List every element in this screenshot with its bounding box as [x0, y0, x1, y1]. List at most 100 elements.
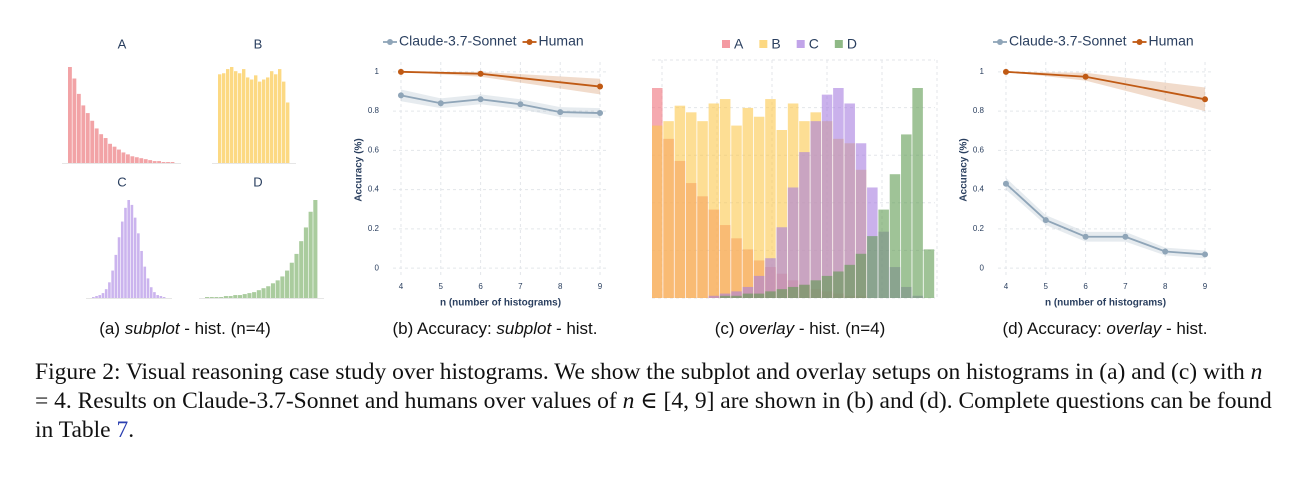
point: [597, 83, 604, 90]
histogram-bar: [99, 134, 104, 163]
histogram-bar: [156, 295, 159, 298]
point: [1122, 233, 1129, 240]
histogram-bar: [708, 295, 720, 298]
histogram-bar: [133, 217, 137, 298]
point: [1002, 68, 1009, 75]
histogram-bar: [114, 254, 118, 298]
histogram-bar: [787, 286, 799, 298]
histogram-bar: [252, 292, 257, 298]
histogram-bar: [130, 156, 135, 163]
histogram-bar: [143, 159, 148, 163]
legend-marker: [997, 39, 1003, 45]
histogram-bar: [94, 128, 99, 163]
histogram-bar: [266, 286, 271, 298]
point: [437, 100, 444, 107]
y-tick-label: 0.4: [368, 185, 380, 194]
y-tick-label: 0: [980, 263, 985, 272]
caption-part: n: [622, 388, 635, 414]
histogram-bar: [205, 297, 210, 298]
histogram-bar: [159, 296, 163, 298]
point: [1082, 233, 1089, 240]
histogram-bar: [270, 283, 276, 298]
histogram-bar: [765, 99, 776, 298]
y-tick-label: 1: [375, 67, 380, 76]
histogram-bar: [137, 233, 140, 298]
x-tick-label: 5: [1044, 282, 1049, 291]
y-axis-label: Accuracy (%): [959, 138, 970, 201]
histogram-bar: [242, 294, 247, 298]
histogram-bar: [652, 125, 663, 298]
histogram-bar: [230, 67, 234, 163]
histogram-bar: [719, 99, 731, 298]
line: [1005, 183, 1206, 256]
histogram-bar: [765, 291, 776, 298]
panel-title: A: [118, 36, 127, 51]
histogram-bar: [719, 295, 731, 298]
histogram-bar: [810, 121, 821, 298]
histogram-bar: [81, 105, 86, 163]
y-tick-label: 0.2: [368, 224, 380, 233]
histogram-bar: [753, 293, 765, 298]
legend-marker: [526, 39, 533, 45]
caption-part: 7: [116, 417, 129, 443]
histogram-bar: [85, 113, 90, 163]
histogram-bar: [214, 297, 219, 298]
caption-part: - hist.: [551, 319, 597, 338]
panel-caption: (b) Accuracy: subplot - hist.: [392, 319, 597, 338]
line: [400, 94, 601, 114]
histogram-bar: [209, 297, 214, 298]
point: [1202, 96, 1209, 103]
histogram-bar: [776, 227, 788, 298]
point: [597, 110, 604, 117]
histogram-bar: [821, 94, 833, 298]
histogram-bar: [256, 290, 261, 298]
point: [517, 101, 524, 108]
y-axis-label: Accuracy (%): [354, 138, 365, 201]
histogram-bar: [275, 280, 280, 298]
histogram-bar: [95, 296, 98, 298]
figure-caption: Figure 2: Visual reasoning case study ov…: [35, 358, 1275, 445]
histogram-bar: [125, 154, 130, 163]
histogram-bar: [833, 88, 844, 298]
histogram-bar: [157, 161, 162, 163]
panel-caption: (d) Accuracy: overlay - hist.: [1002, 319, 1207, 338]
histogram-bar: [901, 134, 912, 298]
panel-caption: (c) overlay - hist. (n=4): [715, 319, 886, 338]
histogram-bar: [663, 121, 674, 298]
point: [1202, 251, 1209, 258]
histogram-bar: [799, 284, 810, 298]
x-tick-label: 4: [1004, 282, 1009, 291]
histogram-bar: [223, 296, 228, 298]
histogram-bar: [833, 271, 844, 298]
histogram-bar: [731, 125, 742, 298]
caption-part: (c): [715, 319, 740, 338]
histogram-bar: [68, 67, 72, 163]
histogram-bar: [313, 200, 318, 298]
point: [1082, 73, 1089, 80]
histogram-bar: [117, 149, 121, 163]
histogram-bar: [742, 107, 754, 298]
histogram-bar: [776, 289, 788, 298]
x-tick-label: 8: [1163, 282, 1168, 291]
histogram-bar: [120, 221, 124, 298]
caption-part: - hist. (n=4): [794, 319, 885, 338]
y-tick-label: 0.2: [973, 224, 985, 233]
legend-label: D: [847, 36, 857, 52]
histogram-bar: [76, 93, 81, 163]
histogram-bar: [912, 88, 923, 298]
histogram-bar: [282, 81, 286, 163]
point: [557, 109, 564, 116]
caption-part: subplot: [496, 319, 552, 338]
histogram-bar: [166, 162, 170, 163]
histogram-bar: [108, 143, 112, 163]
histogram-bar: [303, 227, 308, 298]
histogram-bar: [246, 77, 250, 163]
histogram-bar: [261, 288, 266, 298]
histogram-bar: [878, 209, 889, 298]
histogram-bar: [162, 297, 166, 298]
histogram-bar: [226, 69, 230, 163]
histogram-bar: [228, 296, 233, 298]
point: [397, 92, 404, 99]
legend-label: Claude-3.7-Sonnet: [399, 33, 517, 49]
